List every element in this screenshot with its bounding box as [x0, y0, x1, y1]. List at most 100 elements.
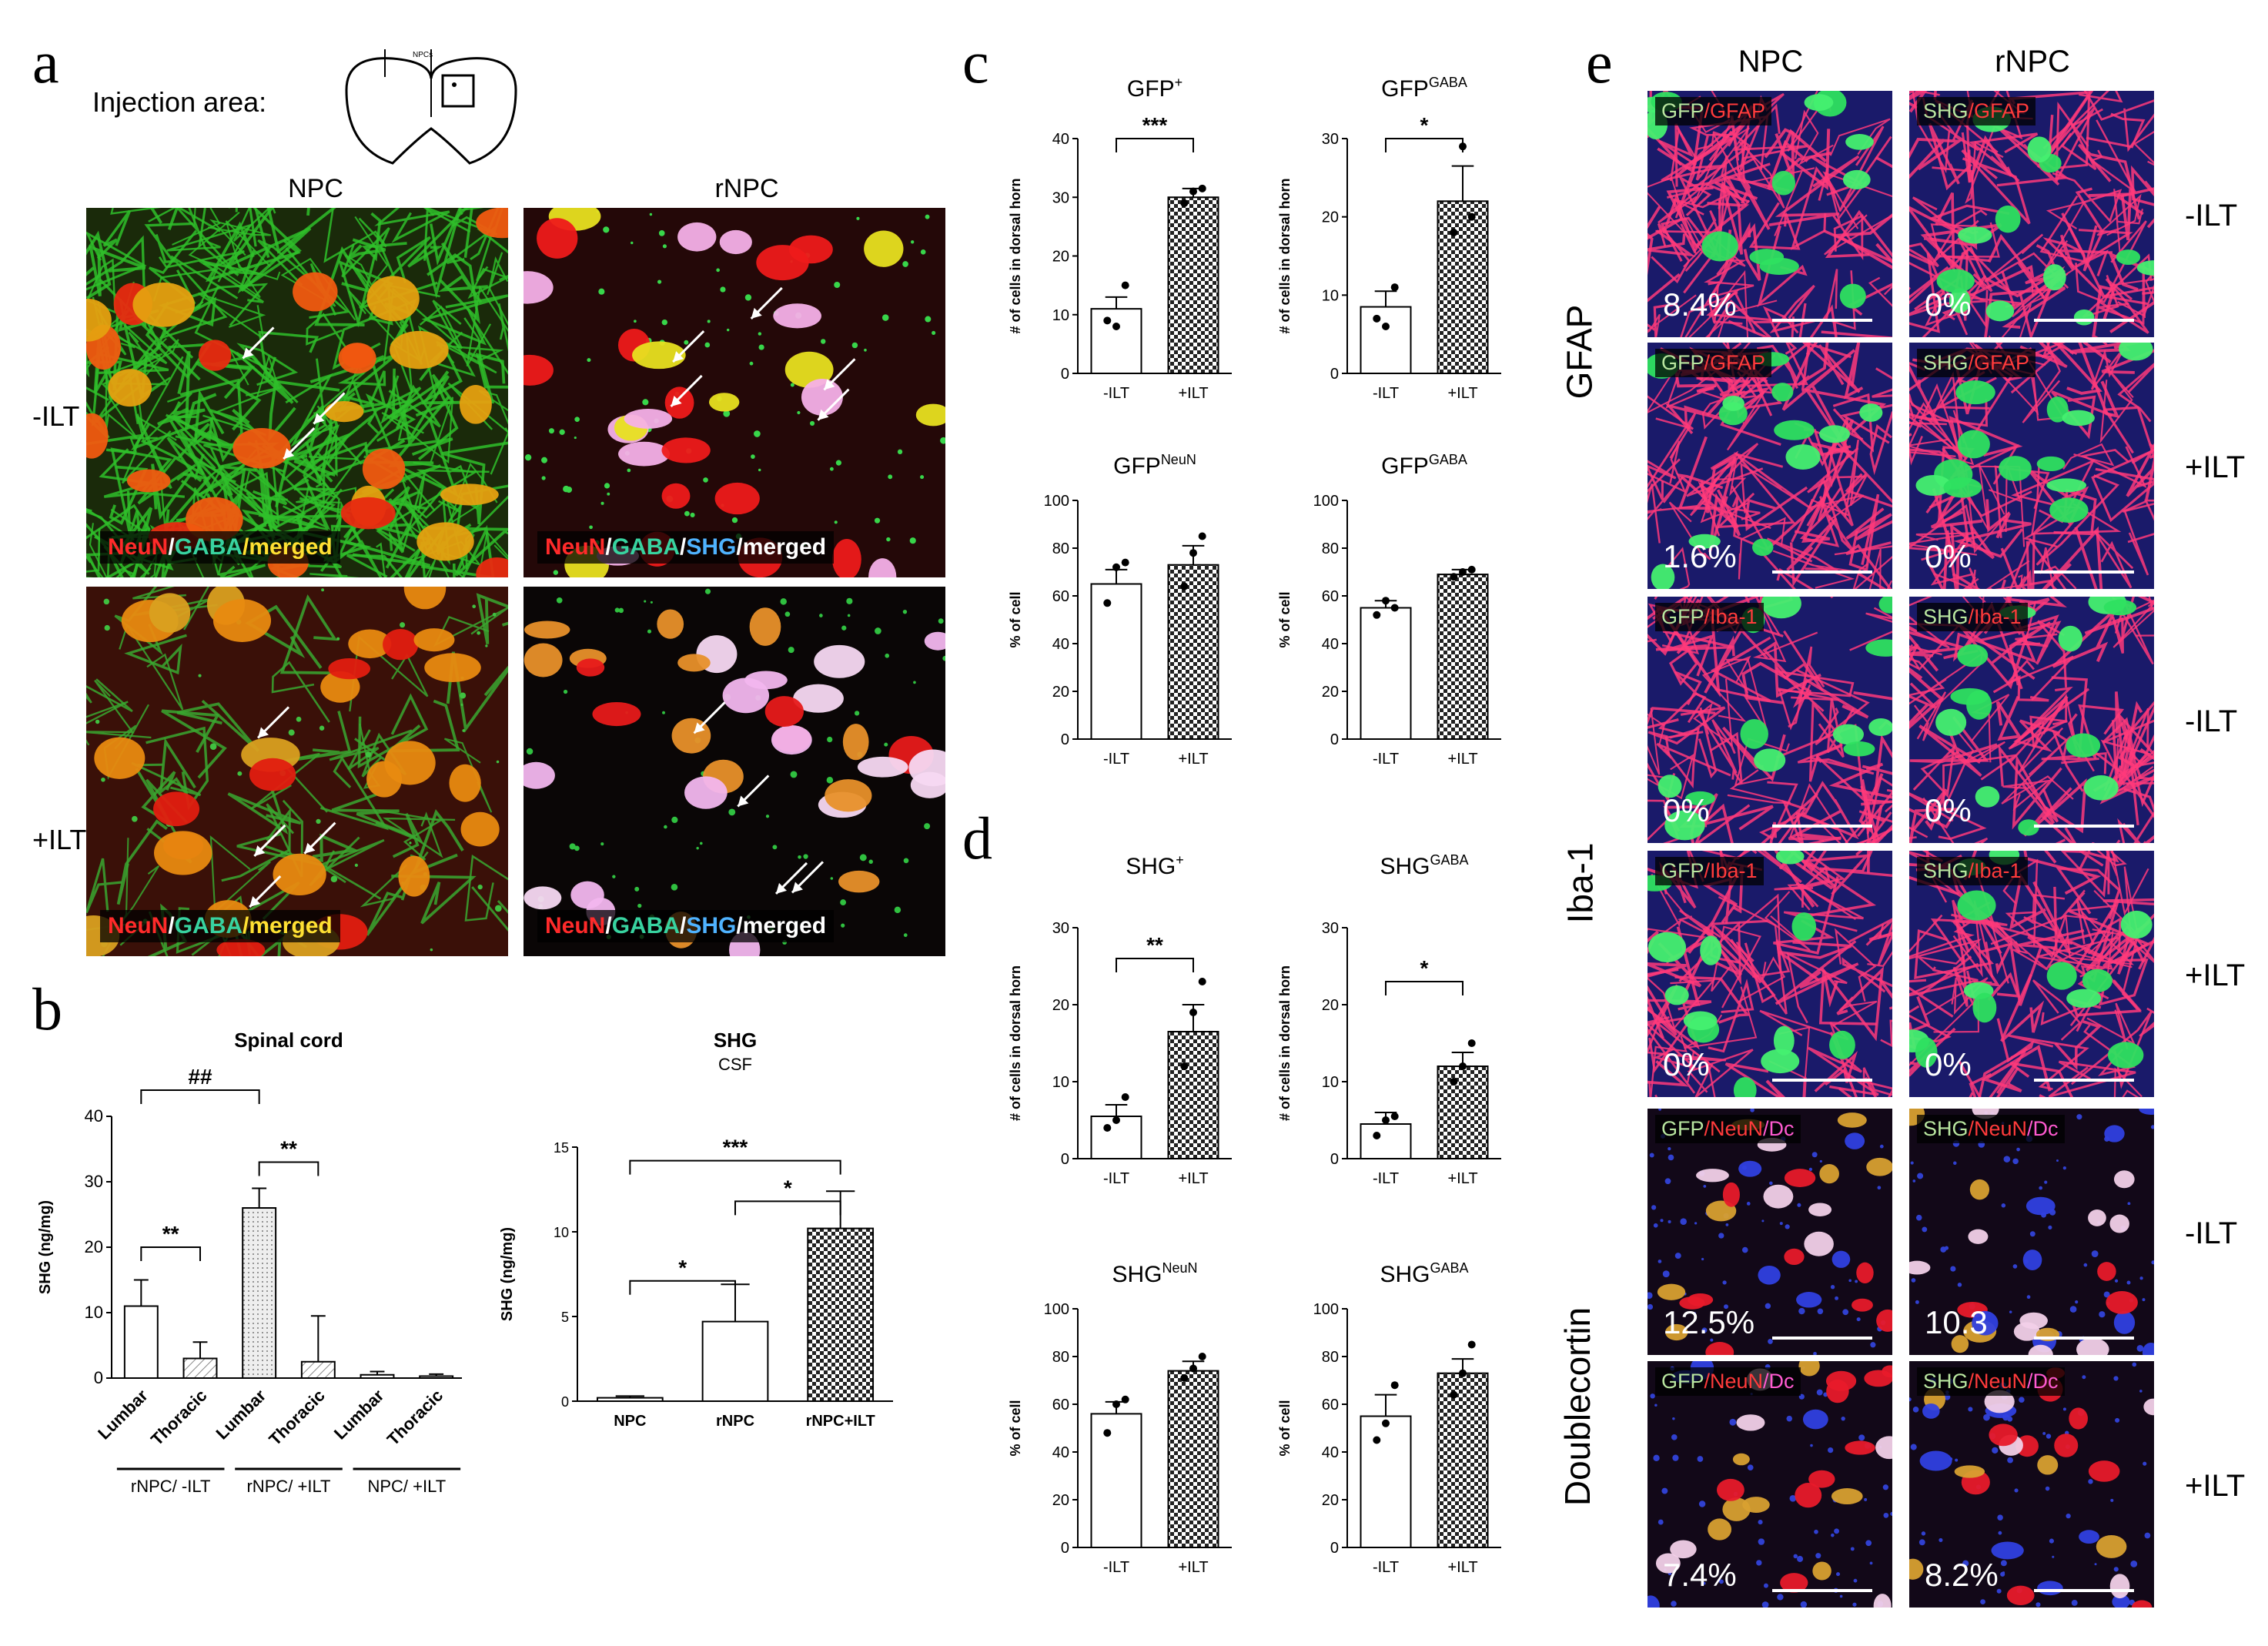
micrograph-fiber — [332, 525, 383, 577]
micrograph-dot — [296, 716, 302, 722]
micrograph-cell — [1722, 1182, 1740, 1207]
micrograph-dot — [657, 279, 662, 284]
micrograph-fiber — [86, 679, 152, 739]
a-col-npc: NPC — [288, 174, 343, 203]
micrograph-cell — [1949, 288, 1971, 313]
micrograph-cell — [2028, 1344, 2053, 1355]
micrograph-dot — [2062, 1166, 2066, 1170]
micrograph-cell — [1758, 1265, 1781, 1285]
micrograph-fiber — [1647, 707, 1716, 729]
micrograph-cell — [186, 497, 243, 542]
micrograph-cell — [524, 621, 570, 639]
chart-title-superscript: + — [1175, 75, 1183, 90]
micrograph-dot — [884, 742, 888, 747]
micrograph-dot — [1814, 1529, 1818, 1534]
micrograph-fiber — [381, 396, 454, 464]
micrograph-dot — [856, 216, 860, 220]
micrograph-fiber — [1797, 743, 1875, 775]
arrow-head — [775, 882, 787, 894]
micrograph-fiber — [176, 208, 239, 276]
micrograph-dot — [1722, 1280, 1727, 1285]
micrograph-fiber — [1706, 299, 1772, 337]
micrograph-fiber — [122, 337, 179, 380]
micrograph-fiber — [2032, 979, 2082, 1041]
micrograph-dot — [1910, 1444, 1917, 1450]
micrograph-fiber — [2036, 474, 2120, 566]
micrograph-fiber — [2069, 938, 2142, 1026]
micrograph-dot — [854, 711, 860, 716]
micrograph-fiber — [1708, 493, 1741, 553]
micrograph-cell — [1873, 1594, 1892, 1608]
micrograph-fiber — [2051, 390, 2113, 440]
micrograph-fiber — [157, 401, 206, 426]
micrograph-fiber — [2075, 187, 2104, 272]
micrograph-fiber — [471, 886, 508, 932]
micrograph-cell — [132, 282, 196, 327]
micrograph-fiber — [319, 755, 390, 831]
micrograph-cell — [232, 428, 291, 469]
micrograph-fiber — [443, 738, 493, 813]
caption-part: /merged — [736, 534, 827, 560]
micrograph-dot — [874, 517, 881, 524]
y-tick-label: 60 — [1052, 1397, 1069, 1413]
chart-gfp-gaba-pct: GFPGABA 0 20 40 60 80 100 % of cell -ILT +ILT — [1277, 452, 1501, 768]
micrograph-cell — [1658, 774, 1682, 798]
micrograph-dot — [569, 843, 576, 850]
micrograph-cell — [293, 272, 338, 312]
micrograph-dot — [1702, 1581, 1706, 1585]
x-tick-label: -ILT — [1103, 751, 1129, 768]
micrograph-dot — [354, 863, 359, 867]
micrograph-dot — [903, 858, 909, 864]
micrograph-fiber — [207, 219, 272, 256]
e-row-label: -ILT — [2185, 704, 2238, 738]
micrograph-fiber — [1933, 567, 1979, 589]
micrograph-cell — [1761, 1049, 1800, 1074]
e-caption-part: SHG — [1923, 1117, 1969, 1140]
micrograph-fiber — [416, 464, 490, 510]
micrograph-fiber — [1778, 684, 1840, 731]
y-tick-label: 30 — [1052, 920, 1069, 937]
micrograph-fiber — [135, 392, 192, 444]
micrograph-dot — [2019, 1397, 2025, 1403]
micrograph-cell — [1935, 708, 1967, 736]
micrograph-fiber — [1965, 119, 2004, 204]
micrograph-dot — [1797, 1555, 1804, 1562]
bar — [1360, 1123, 1412, 1159]
micrograph-dot — [587, 358, 591, 363]
micrograph-fiber — [382, 811, 456, 858]
micrograph-dot — [1661, 1487, 1668, 1494]
micrograph-fiber — [2091, 449, 2154, 523]
micrograph-fiber — [1909, 643, 1937, 709]
micrograph-cell — [1785, 444, 1821, 470]
micrograph-dot — [684, 510, 690, 517]
micrograph-fiber — [1647, 851, 1704, 889]
micrograph-dot — [1968, 1407, 1973, 1412]
micrograph-fiber — [438, 242, 488, 304]
micrograph-dot — [2069, 1306, 2077, 1313]
micrograph-dot — [634, 319, 637, 323]
scale-bar — [1772, 825, 1872, 828]
micrograph-cell — [2106, 1290, 2138, 1314]
micrograph-caption: NeuN/GABA/SHG/merged — [537, 910, 835, 942]
y-tick-label: 20 — [1052, 684, 1069, 701]
micrograph-fiber — [161, 709, 227, 779]
scale-bar — [1772, 1337, 1872, 1340]
y-tick-label: 20 — [1322, 209, 1339, 226]
micrograph-cell — [1732, 1453, 1750, 1466]
micrograph-cell — [1700, 935, 1722, 965]
x-tick-label: +ILT — [1178, 751, 1208, 768]
micrograph-fiber — [1718, 180, 1744, 255]
chart-gfp-neun-pct: GFPNeuN 0 20 40 60 80 100 % of cell -ILT +ILT — [1008, 452, 1232, 768]
micrograph-fiber — [1912, 744, 1960, 798]
micrograph-fiber — [1992, 674, 2049, 702]
micrograph-dot — [1830, 1285, 1835, 1290]
micrograph-fiber — [1772, 550, 1856, 589]
chart-title-superscript: GABA — [1429, 75, 1467, 90]
chart-gfp-gaba-count: GFPGABA 0 10 20 30 # of cells in dorsal horn -… — [1277, 75, 1501, 400]
chart-shg-plus: SHG+ 0 10 20 30 # of cells in dorsal horn -ILT… — [1008, 852, 1232, 1187]
micrograph-fiber — [197, 292, 266, 341]
data-point — [1103, 1124, 1112, 1132]
micrograph-fiber — [1814, 1051, 1858, 1092]
data-point — [1373, 1436, 1381, 1444]
arrow-head — [671, 395, 682, 406]
